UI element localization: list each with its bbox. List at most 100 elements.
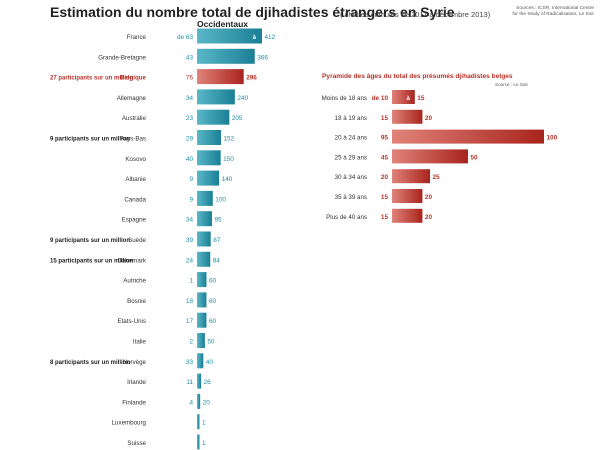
category-label: Norvège <box>123 359 147 366</box>
min-value-label: 24 <box>186 257 194 264</box>
panel-source: Source : Le Soir <box>495 82 528 87</box>
min-value-label: 17 <box>186 318 194 325</box>
max-value-label: 240 <box>237 95 248 102</box>
category-label: Belgique <box>120 75 147 82</box>
age-min-value-label: 95 <box>381 135 389 142</box>
age-max-value-label: 20 <box>425 194 433 201</box>
bar <box>197 353 204 369</box>
annotation-label: 27 participants sur un million <box>50 76 134 82</box>
max-value-label: 60 <box>209 298 217 305</box>
max-value-label: 152 <box>223 136 234 143</box>
max-value-label: 205 <box>232 115 243 122</box>
bar <box>197 292 207 308</box>
max-value-label: 40 <box>206 359 214 366</box>
min-value-label: 39 <box>186 237 194 244</box>
bar <box>197 150 221 166</box>
age-category-label: Plus de 40 ans <box>326 214 367 221</box>
category-label: Pays-Bas <box>120 136 146 143</box>
bar <box>197 373 202 389</box>
min-value-label: 4 <box>189 399 193 406</box>
age-bar <box>392 109 423 124</box>
category-label: Autriche <box>123 278 146 285</box>
min-value-label: 23 <box>186 115 194 122</box>
min-value-label: 43 <box>186 54 194 61</box>
max-value-label: 412 <box>265 34 276 41</box>
category-label: Albanie <box>125 176 146 183</box>
age-max-value-label: 20 <box>425 115 433 122</box>
min-value-label: 34 <box>186 217 194 224</box>
bar <box>197 333 205 348</box>
bar <box>197 312 207 328</box>
annotation-label: 9 participants sur un million <box>50 137 130 143</box>
annotation-label: 15 participants sur un million <box>50 258 134 264</box>
panel-title: Pyramide des âges du total des présumés … <box>322 73 513 80</box>
age-min-value-label: 15 <box>381 214 389 221</box>
min-value-label: 76 <box>186 75 194 82</box>
min-value-label: 34 <box>186 95 194 102</box>
age-min-value-label: 15 <box>381 115 389 122</box>
age-min-value-label: 15 <box>381 194 389 201</box>
bar <box>197 393 201 409</box>
bar <box>197 28 262 44</box>
category-label: France <box>127 34 147 41</box>
annotation-label: 8 participants sur un million <box>50 360 130 366</box>
category-label: Bosnie <box>127 298 146 305</box>
bar <box>197 170 220 186</box>
bar <box>197 109 230 125</box>
belgian-age-pyramid-chart: Pyramide des âges du total des présumés … <box>322 73 558 223</box>
category-label: Irlande <box>127 379 146 386</box>
bar <box>197 231 211 247</box>
age-bar <box>392 149 468 164</box>
min-value-label: de 63 <box>177 34 193 41</box>
bar <box>197 434 200 450</box>
bar <box>197 48 255 64</box>
age-max-value-label: 20 <box>425 214 433 221</box>
age-min-value-label: 45 <box>381 154 389 161</box>
category-label: Finlande <box>122 399 146 406</box>
max-value-label: 20 <box>203 399 211 406</box>
age-category-label: 20 à 24 ans <box>335 135 367 142</box>
age-max-value-label: 50 <box>471 154 479 161</box>
max-value-label: 26 <box>204 379 212 386</box>
category-label: Italie <box>133 339 147 346</box>
bar <box>197 251 211 267</box>
max-value-label: 100 <box>215 196 226 203</box>
min-value-label: 33 <box>186 359 194 366</box>
age-max-value-label: 100 <box>547 135 558 142</box>
chart-subtitle: ( chiffres cumulés de 2011 à décembre 20… <box>340 10 491 19</box>
min-value-label: 11 <box>186 379 193 386</box>
category-label: Espagne <box>122 217 147 224</box>
age-min-value-label: 20 <box>381 174 389 181</box>
max-value-label: 150 <box>223 156 234 163</box>
min-value-label: 1 <box>189 278 193 285</box>
min-value-label: 18 <box>186 298 194 305</box>
age-category-label: 25 à 29 ans <box>335 154 367 161</box>
age-min-value-label: de 10 <box>372 95 389 102</box>
max-value-label: 140 <box>222 176 233 183</box>
category-label: Allemagne <box>117 95 147 102</box>
category-label: Suède <box>128 237 146 244</box>
min-value-label: 2 <box>189 339 193 346</box>
max-value-label: 1 <box>202 420 206 427</box>
category-label: Luxembourg <box>112 420 147 427</box>
bar <box>197 130 221 145</box>
sources-line-1: Sources : ICSR, International Centre <box>516 5 594 11</box>
age-bar <box>392 129 544 144</box>
age-bar <box>392 189 423 203</box>
age-category-label: 18 à 19 ans <box>335 115 367 122</box>
age-category-label: 35 à 39 ans <box>335 194 367 201</box>
bar <box>197 272 207 288</box>
age-bar <box>392 90 415 104</box>
max-value-label: 84 <box>213 257 221 264</box>
bar <box>197 69 244 85</box>
category-label: Danemark <box>117 257 146 264</box>
bar <box>197 89 235 105</box>
category-label: Etats-Unis <box>117 318 146 325</box>
sources-line-2: for the Study of Radicalisation, Le Soir <box>512 11 594 17</box>
age-max-prefix-label: à <box>406 96 410 102</box>
age-category-label: 30 à 34 ans <box>335 174 367 181</box>
category-label: Suisse <box>127 440 146 447</box>
